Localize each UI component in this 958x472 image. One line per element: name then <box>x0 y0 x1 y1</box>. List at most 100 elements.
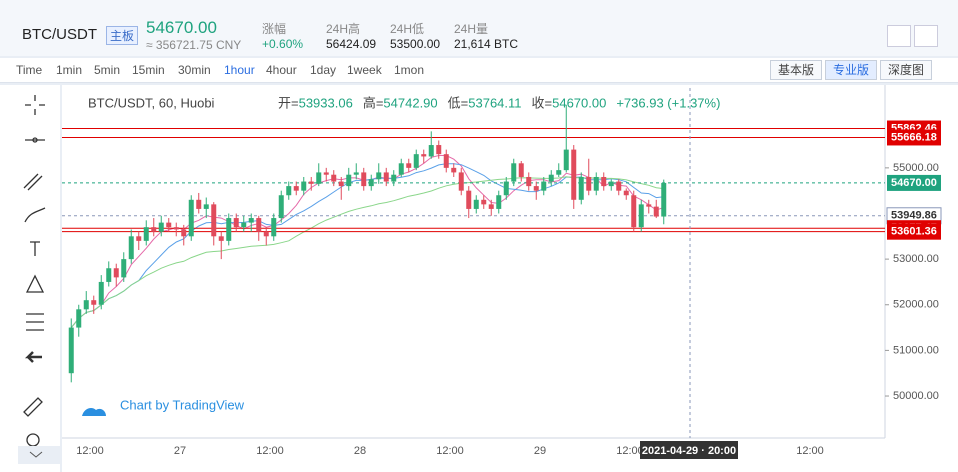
candle-body <box>548 174 554 182</box>
pair: BTC/USDT <box>22 26 97 43</box>
stat-label: 24H量 <box>454 22 489 36</box>
candle-body <box>428 145 434 157</box>
candle-body <box>518 163 524 177</box>
y-tick-label: 52000.00 <box>893 299 939 311</box>
candle-body <box>338 181 344 187</box>
candle-body <box>398 163 404 175</box>
legend-key: 开= <box>278 95 299 110</box>
candle-body <box>563 149 569 171</box>
candle-body <box>578 176 584 200</box>
candle-body <box>481 199 487 205</box>
stat-value: +0.60% <box>262 37 304 51</box>
candle-body <box>331 174 337 182</box>
board-tag: 主板 <box>106 26 139 45</box>
candle-body <box>616 181 622 191</box>
candle-body <box>241 222 247 228</box>
last-price: 54670.00 <box>146 18 217 37</box>
view-button[interactable]: 基本版 <box>770 60 822 80</box>
candle-body <box>496 195 502 209</box>
interval-button[interactable]: 30min <box>178 63 211 77</box>
candle-body <box>488 204 494 209</box>
candle-body <box>91 300 97 305</box>
price-tag-label: 53601.36 <box>891 226 937 238</box>
favorite-button[interactable] <box>887 25 911 47</box>
candle-body <box>556 170 562 175</box>
candle-body <box>233 218 239 228</box>
x-tick-label: 12:00 <box>616 445 644 457</box>
interval-button[interactable]: 4hour <box>266 63 297 77</box>
candle-body <box>308 181 314 184</box>
candle-body <box>451 167 457 173</box>
candle-body <box>286 186 292 196</box>
candle-body <box>376 172 382 180</box>
candle-body <box>586 176 592 191</box>
candle-body <box>76 309 82 328</box>
candle-body <box>173 227 179 230</box>
candle-body <box>443 154 449 168</box>
candle-body <box>203 204 209 209</box>
candle-body <box>631 195 637 228</box>
interval-button[interactable]: Time <box>16 63 43 77</box>
candle-body <box>541 181 547 191</box>
x-tick-label: 12:00 <box>796 445 824 457</box>
watermark: Chart by TradingView <box>120 397 245 412</box>
candle-body <box>571 149 577 200</box>
crosshair-label: 2021-04-29 · 20:00 <box>642 445 736 457</box>
candle-body <box>256 218 262 232</box>
interval-button[interactable]: 1hour <box>224 63 255 77</box>
candle-body <box>406 163 412 168</box>
x-tick-label: 28 <box>354 445 366 457</box>
candle-body <box>98 281 104 305</box>
candle-body <box>661 182 667 217</box>
candle-body <box>383 172 389 182</box>
candle-body <box>211 204 217 237</box>
x-tick-label: 12:00 <box>436 445 464 457</box>
theme-button[interactable] <box>914 25 938 47</box>
price-tag <box>887 223 941 240</box>
candle-body <box>158 222 164 232</box>
interval-button[interactable]: 1mon <box>394 63 425 77</box>
stat-label: 24H高 <box>326 22 361 36</box>
candle-body <box>361 172 367 187</box>
cny-price: ≈ 356721.75 CNY <box>146 38 242 52</box>
legend-symbol: BTC/USDT, 60, Huobi <box>88 95 215 110</box>
candle-body <box>68 327 74 374</box>
candle-body <box>301 181 307 191</box>
candle-body <box>391 174 397 182</box>
stat-value: 53500.00 <box>390 37 441 51</box>
x-tick-label: 27 <box>174 445 186 457</box>
view-button[interactable]: 深度图 <box>880 60 932 80</box>
candle-body <box>323 172 329 175</box>
candle-body <box>436 145 442 155</box>
view-button[interactable]: 专业版 <box>825 60 877 80</box>
header: BTC/USDT 主板 54670.00 ≈ 356721.75 CNY 涨幅 +… <box>0 0 958 56</box>
crosshair-tag <box>640 441 738 459</box>
candle-body <box>413 154 419 168</box>
interval-button[interactable]: 1week <box>347 63 382 77</box>
stat-label: 24H低 <box>390 22 425 36</box>
candle-body <box>593 176 599 191</box>
candle-body <box>121 259 127 278</box>
price-tag-label: 54670.00 <box>891 177 937 189</box>
interval-button[interactable]: 15min <box>132 63 165 77</box>
candle-body <box>638 204 644 228</box>
candle-body <box>368 179 374 187</box>
candle-body <box>128 236 134 260</box>
interval-button[interactable]: 5min <box>94 63 121 77</box>
legend-change: +736.93 (+1.37%) <box>616 95 720 110</box>
toolbar: Time 1min 5min 15min 30min 1hour 4hour 1day 1wee… <box>0 58 958 83</box>
interval-button[interactable]: 1min <box>56 63 83 77</box>
candle-body <box>271 218 277 237</box>
ma-line <box>70 176 664 328</box>
price-tag <box>887 129 941 146</box>
candle-body <box>196 199 202 209</box>
candle-body <box>218 236 224 241</box>
price-tag <box>887 174 941 191</box>
candle-body <box>353 172 359 175</box>
interval-button[interactable]: 1day <box>310 63 337 77</box>
candle-body <box>653 206 659 217</box>
legend-key: 收= <box>532 95 553 110</box>
candle-body <box>226 218 232 241</box>
candle-body <box>646 204 652 207</box>
